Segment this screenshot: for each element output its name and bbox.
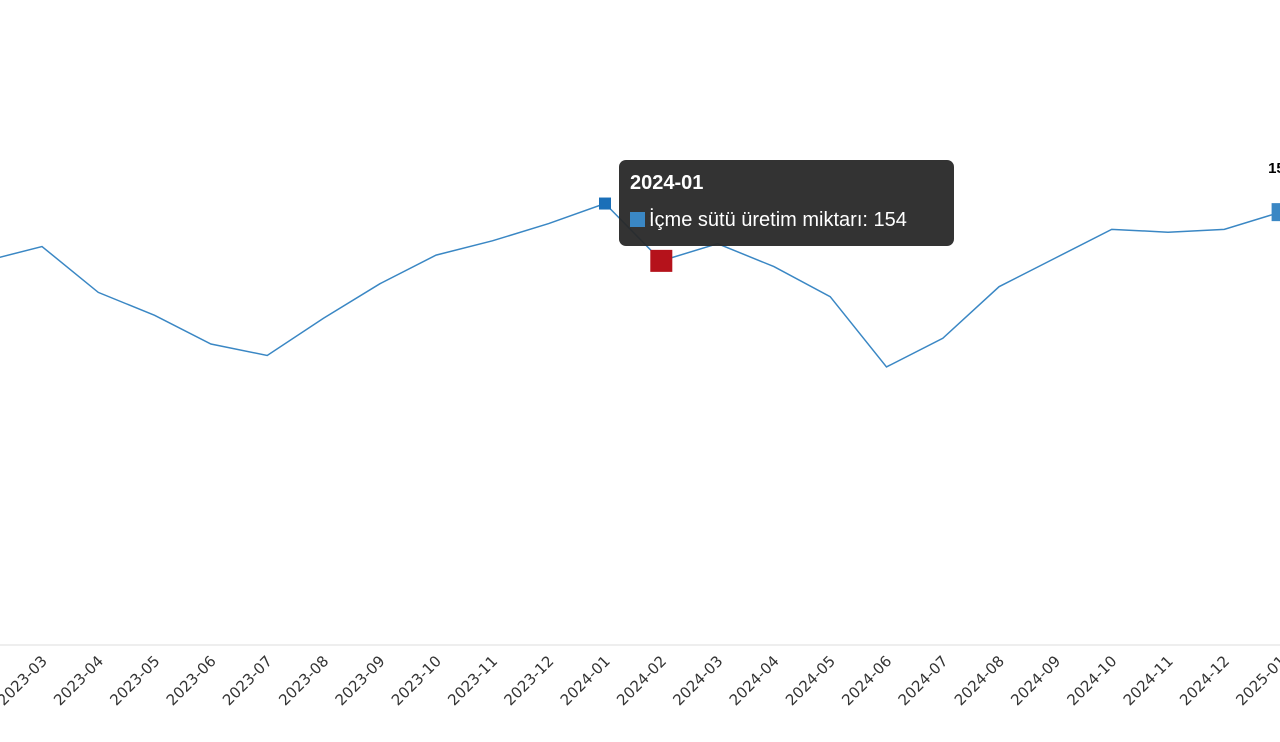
- x-tick-label: 2024-07: [895, 652, 952, 709]
- x-tick-label: 2024-11: [1120, 652, 1177, 709]
- hover-marker: [599, 197, 611, 210]
- x-tick-label: 2024-06: [838, 652, 895, 709]
- x-tick-label: 2024-01: [557, 652, 614, 709]
- x-tick-label: 2024-03: [669, 652, 726, 709]
- tooltip-series: İçme sütü üretim miktarı: [649, 209, 863, 231]
- x-tick-label: 2024-04: [726, 652, 783, 709]
- tooltip-title: 2024-01: [630, 172, 704, 194]
- x-tick-label: 2023-09: [332, 652, 389, 709]
- x-tick-label: 2024-02: [613, 652, 670, 709]
- x-tick-label: 2023-05: [106, 652, 163, 709]
- tooltip-separator: :: [862, 209, 874, 231]
- tooltip-row: İçme sütü üretim miktarı: 154: [630, 209, 907, 232]
- tooltip-swatch: [630, 212, 645, 227]
- x-tick-label: 2023-04: [50, 652, 107, 709]
- tooltip: 2024-01 İçme sütü üretim miktarı: 154: [619, 160, 954, 246]
- data-label: 151: [1268, 160, 1280, 177]
- x-tick-label: 2024-09: [1007, 652, 1064, 709]
- x-tick-label: 2024-10: [1063, 652, 1120, 709]
- x-tick-label: 2023-06: [163, 652, 220, 709]
- x-tick-label: 2025-01: [1232, 652, 1280, 709]
- x-tick-label: 2023-10: [388, 652, 445, 709]
- point-marker: [1271, 203, 1280, 222]
- x-tick-label: 2024-08: [951, 652, 1008, 709]
- point-marker: [650, 249, 673, 272]
- x-tick-label: 2023-11: [444, 652, 501, 709]
- x-tick-label: 2023-12: [500, 652, 557, 709]
- x-tick-label: 2023-03: [0, 652, 51, 709]
- x-tick-label: 2023-08: [275, 652, 332, 709]
- x-tick-label: 2024-05: [782, 652, 839, 709]
- tooltip-value: 154: [873, 209, 907, 231]
- x-tick-label: 2024-12: [1176, 652, 1233, 709]
- x-tick-label: 2023-07: [219, 652, 276, 709]
